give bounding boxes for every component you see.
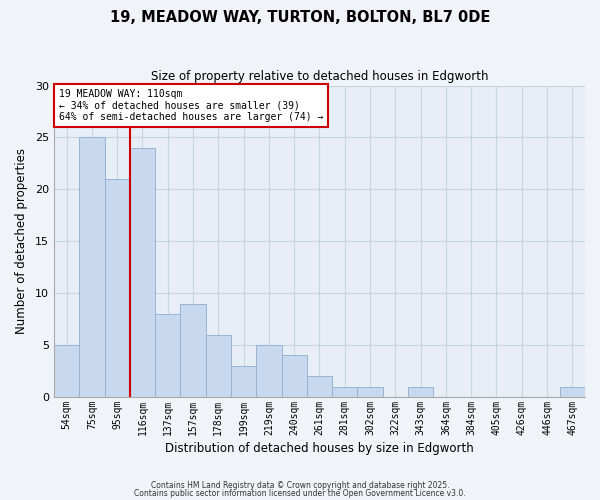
Bar — [206, 334, 231, 397]
Bar — [358, 386, 383, 397]
Bar — [560, 386, 585, 397]
Y-axis label: Number of detached properties: Number of detached properties — [15, 148, 28, 334]
Bar — [104, 179, 130, 397]
Bar — [256, 345, 281, 397]
Text: Contains HM Land Registry data © Crown copyright and database right 2025.: Contains HM Land Registry data © Crown c… — [151, 481, 449, 490]
Bar — [332, 386, 358, 397]
Bar — [281, 356, 307, 397]
Bar — [231, 366, 256, 397]
Bar — [181, 304, 206, 397]
Title: Size of property relative to detached houses in Edgworth: Size of property relative to detached ho… — [151, 70, 488, 83]
Text: 19 MEADOW WAY: 110sqm
← 34% of detached houses are smaller (39)
64% of semi-deta: 19 MEADOW WAY: 110sqm ← 34% of detached … — [59, 88, 323, 122]
Bar — [155, 314, 181, 397]
Bar — [130, 148, 155, 397]
Bar — [79, 138, 104, 397]
X-axis label: Distribution of detached houses by size in Edgworth: Distribution of detached houses by size … — [165, 442, 474, 455]
Text: Contains public sector information licensed under the Open Government Licence v3: Contains public sector information licen… — [134, 488, 466, 498]
Bar — [54, 345, 79, 397]
Bar — [307, 376, 332, 397]
Text: 19, MEADOW WAY, TURTON, BOLTON, BL7 0DE: 19, MEADOW WAY, TURTON, BOLTON, BL7 0DE — [110, 10, 490, 25]
Bar — [408, 386, 433, 397]
